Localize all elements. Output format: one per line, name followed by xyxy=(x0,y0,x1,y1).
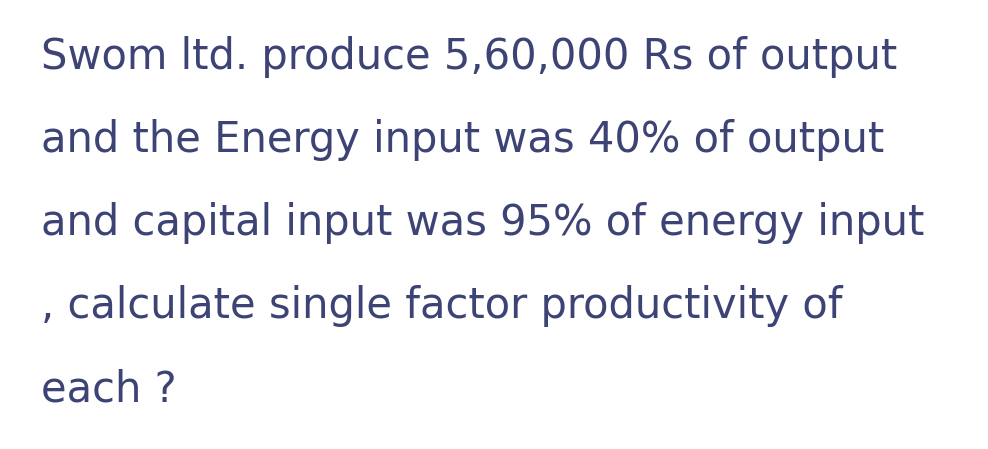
Text: , calculate single factor productivity of: , calculate single factor productivity o… xyxy=(41,285,843,327)
Text: Swom ltd. produce 5,60,000 Rs of output: Swom ltd. produce 5,60,000 Rs of output xyxy=(41,36,898,78)
Text: and the Energy input was 40% of output: and the Energy input was 40% of output xyxy=(41,119,884,161)
Text: each ?: each ? xyxy=(41,368,177,410)
Text: and capital input was 95% of energy input: and capital input was 95% of energy inpu… xyxy=(41,202,925,244)
